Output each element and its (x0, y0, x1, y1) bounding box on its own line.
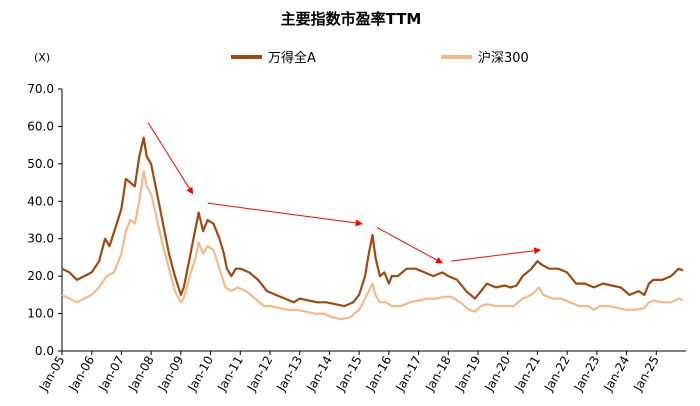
x-tick-label: Jan-16 (363, 354, 395, 395)
y-tick-label: 30.0 (27, 232, 54, 246)
x-tick-label: Jan-19 (452, 354, 484, 395)
x-tick-label: Jan-09 (155, 354, 187, 395)
y-tick-label: 60.0 (27, 119, 54, 133)
x-tick-label: Jan-08 (125, 354, 157, 395)
legend-label-wind-a: 万得全A (268, 50, 316, 66)
y-tick-label: 10.0 (27, 307, 54, 321)
series-line-wind-a (61, 136, 684, 308)
x-tick-label: Jan-05 (36, 354, 68, 395)
legend-label-csi300: 沪深300 (478, 50, 529, 66)
trend-arrow (147, 122, 194, 195)
x-tick-label: Jan-10 (184, 354, 216, 395)
x-tick-label: Jan-23 (571, 354, 603, 395)
x-tick-label: Jan-24 (600, 354, 632, 395)
legend: 万得全A 沪深300 (231, 50, 529, 66)
x-tick-label: Jan-12 (244, 354, 276, 395)
x-tick-label: Jan-06 (66, 354, 98, 395)
y-tick-label: 0.0 (35, 344, 54, 358)
y-axis: 0.0 10.0 20.0 30.0 40.0 50.0 60.0 70.0 (27, 82, 63, 358)
x-tick-label: Jan-18 (422, 354, 454, 395)
trend-arrow (207, 202, 363, 227)
y-tick-label: 70.0 (27, 82, 54, 96)
trend-arrow (451, 247, 542, 262)
trend-arrow (376, 227, 443, 264)
series-layer (61, 136, 684, 321)
chart-title: 主要指数市盈率TTM (281, 10, 422, 28)
x-tick-label: Jan-15 (333, 354, 365, 395)
y-tick-label: 40.0 (27, 194, 54, 208)
x-tick-label: Jan-17 (392, 354, 424, 395)
x-tick-label: Jan-13 (274, 354, 306, 395)
annotation-layer (147, 122, 542, 264)
x-tick-label: Jan-25 (630, 354, 662, 395)
x-tick-label: Jan-21 (511, 354, 543, 395)
x-tick-label: Jan-14 (303, 354, 335, 395)
x-tick-label: Jan-20 (482, 354, 514, 395)
y-unit-label: (X) (34, 51, 50, 64)
x-tick-label: Jan-22 (541, 354, 573, 395)
x-tick-label: Jan-07 (95, 354, 127, 395)
x-tick-label: Jan-11 (214, 354, 246, 395)
series-line-csi300 (61, 170, 684, 321)
y-tick-label: 20.0 (27, 269, 54, 283)
y-tick-label: 50.0 (27, 157, 54, 171)
x-axis: Jan-05Jan-06Jan-07Jan-08Jan-09Jan-10Jan-… (36, 350, 686, 395)
